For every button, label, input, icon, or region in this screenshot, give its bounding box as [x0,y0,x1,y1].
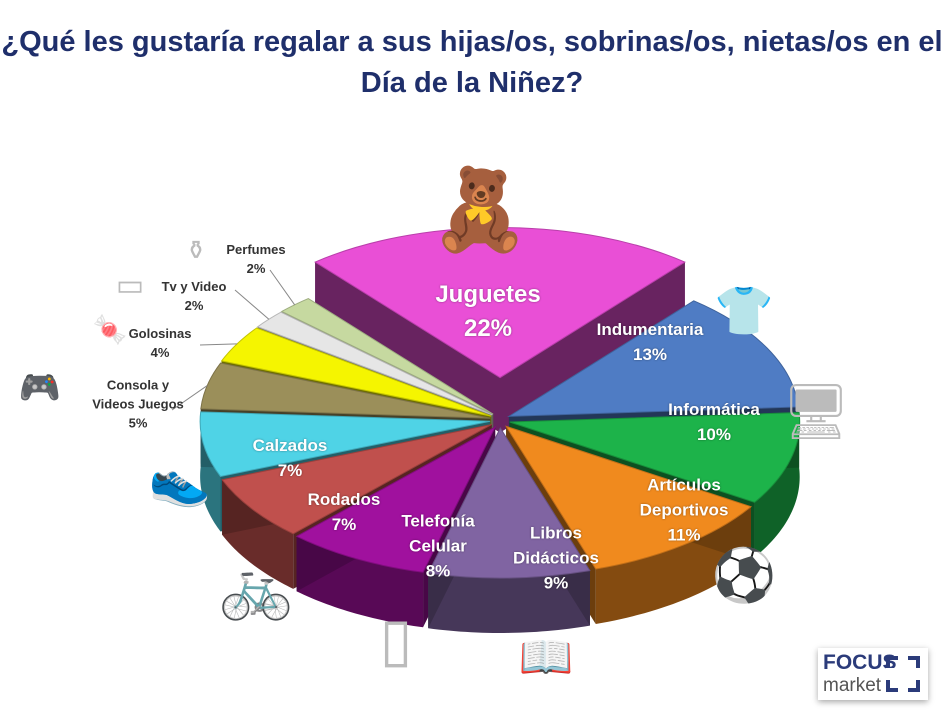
label-deportivos: Artículos Deportivos 11% [639,475,729,545]
tshirt-icon: 👕 [714,285,774,338]
label-rodados: Rodados 7% [307,490,381,534]
label-perfumes: Perfumes 2% [226,242,286,276]
slice-calzados [199,411,491,478]
slice-rodados [221,424,492,535]
slice-indumentaria [507,300,799,417]
focus-market-logo: FOCUS market [818,648,928,700]
slice-side-libros-did-cticos [428,570,590,633]
label-tv-video: Tv y Video 2% [161,279,227,313]
leader-line [199,343,238,346]
logo-bracket-icon [886,656,920,692]
leader-line [269,269,296,306]
candy-icon: 🍬 [92,314,128,345]
slice-tv-y-video [256,311,493,416]
label-telefonia: Telefonía Celular 8% [401,511,475,581]
perfume-icon: ⚱ [185,235,207,265]
sneakers-icon: 👟 [148,452,212,508]
slice-telefon-a-celular [295,425,497,573]
label-consola: Consola y Videos Juegos 5% [92,377,184,431]
game-console-icon: 🎮 [18,369,62,407]
label-golosinas: Golosinas 4% [128,326,192,360]
logo-text-market: market [823,675,882,696]
leader-line [234,289,270,320]
label-juguetes: Juguetes 22% [435,281,541,342]
slice-art-culos-deportivos [504,425,753,570]
book-icon: 📖 [518,633,574,682]
tv-icon: ▭ [115,269,145,302]
slice-inform-tica [509,412,801,503]
slice-perfumes [280,298,494,415]
label-informatica: Informática 10% [668,400,760,444]
leader-line [171,385,208,411]
soccer-ball-icon: ⚽ [711,547,777,605]
slice-juguetes [314,227,686,379]
chart-title: ¿Qué les gustaría regalar a sus hijas/os… [1,26,943,99]
bicycle-icon: 🚲 [218,554,294,621]
slice-side-calzados [200,411,221,532]
slice-side-inform-tica [754,412,800,558]
toys-image: 🧸 [430,165,530,254]
label-indumentaria: Indumentaria 13% [596,320,704,364]
smartphone-icon: ▯ [379,606,413,673]
logo-text-focus: FOCUS [823,651,897,674]
slice-golosinas [220,327,492,417]
slice-libros-did-cticos [427,426,591,579]
slice-edge-juguetes [500,262,685,433]
label-libros: Libros Didácticos 9% [513,523,599,593]
label-calzados: Calzados 7% [252,436,328,480]
computer-icon: 🖥 [781,382,851,442]
slice-consola-y-videos-juegos [200,362,491,419]
